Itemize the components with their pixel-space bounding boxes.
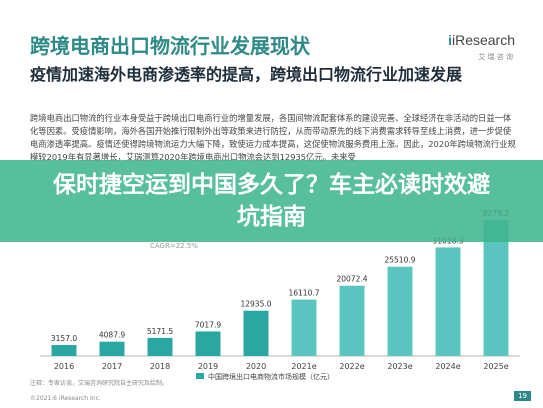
bar-2018 bbox=[147, 337, 173, 356]
iresearch-logo: iiResearch bbox=[448, 32, 515, 48]
bar-2021e bbox=[291, 299, 317, 356]
data-label-2017: 4087.9 bbox=[99, 331, 125, 340]
data-label-2023e: 25510.9 bbox=[384, 256, 415, 265]
banner-title[interactable]: 保时捷空运到中国多久了？车主必读时效避坑指南 bbox=[53, 172, 490, 230]
copyright: ©2021.6 iResearch Inc. bbox=[30, 395, 101, 402]
bar-2016 bbox=[51, 344, 77, 356]
slide-subtitle: 疫情加速海外电商渗透率的提高，跨境出口物流行业加速发展 bbox=[30, 65, 463, 84]
tick-label-2016: 2016 bbox=[54, 362, 74, 371]
tick-label-2017: 2017 bbox=[102, 362, 122, 371]
bar-2017 bbox=[99, 341, 125, 356]
tick-label-2021e: 2021e bbox=[291, 362, 316, 371]
page-number: 19 bbox=[514, 391, 531, 401]
slide-body-text: 跨境电商出口物流的行业本身受益于跨境出口电商行业的增量发展，各国间物流配套体系的… bbox=[30, 113, 516, 162]
data-label-2020: 12935.0 bbox=[240, 300, 271, 309]
slide-title: 跨境电商出口物流行业发展现状 bbox=[30, 34, 310, 58]
tick-label-2023e: 2023e bbox=[387, 362, 412, 371]
cagr-annotation: CAGR=22.5% bbox=[150, 242, 198, 250]
bar-2025e bbox=[483, 220, 509, 356]
tick-label-2020: 2020 bbox=[246, 362, 266, 371]
data-label-2019: 7017.9 bbox=[195, 320, 221, 329]
tick-label-2019: 2019 bbox=[198, 362, 218, 371]
bar-2024e bbox=[435, 247, 461, 356]
article-title-banner[interactable]: 保时捷空运到中国多久了？车主必读时效避坑指南 bbox=[0, 160, 543, 242]
bar-2022e bbox=[339, 285, 365, 356]
legend-swatch bbox=[196, 373, 204, 379]
market-size-bar-chart: 3157.0 2016 4087.9 2017 5171.5 2018 7017.9 2019… bbox=[40, 209, 520, 381]
bar-2020 bbox=[243, 310, 269, 356]
logo-subtitle: 艾 瑞 咨 询 bbox=[478, 53, 513, 61]
data-label-2018: 5171.5 bbox=[147, 327, 173, 336]
source-note: 注释：专家访谈，艾瑞咨询研究院自主研究及绘制。 bbox=[30, 380, 169, 387]
tick-label-2022e: 2022e bbox=[339, 362, 364, 371]
bar-2019 bbox=[195, 331, 221, 356]
tick-label-2024e: 2024e bbox=[435, 362, 460, 371]
data-label-2022e: 20072.4 bbox=[336, 275, 367, 284]
bar-2023e bbox=[387, 266, 413, 356]
tick-label-2025e: 2025e bbox=[483, 362, 508, 371]
data-label-2021e: 16110.7 bbox=[288, 289, 319, 298]
legend-label: 中国跨境出口电商物流市场规模（亿元） bbox=[208, 372, 334, 381]
tick-label-2018: 2018 bbox=[150, 362, 170, 371]
data-label-2016: 3157.0 bbox=[51, 334, 77, 343]
logo-text: iResearch bbox=[451, 32, 515, 48]
